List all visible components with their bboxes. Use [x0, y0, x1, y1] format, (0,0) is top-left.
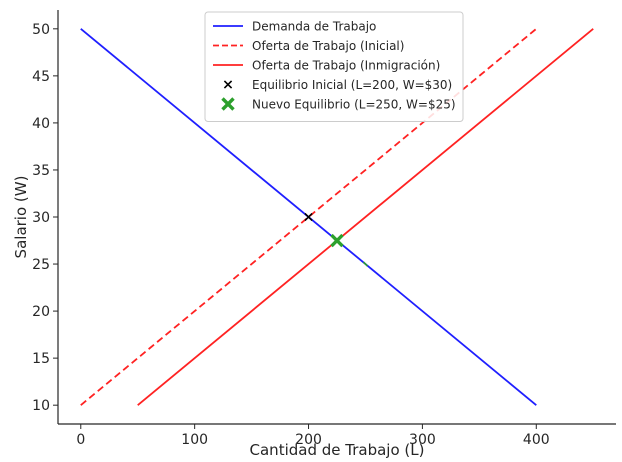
y-tick-label: 20 — [32, 304, 50, 320]
legend-label: Oferta de Trabajo (Inmigración) — [252, 59, 440, 73]
legend-entry: Oferta de Trabajo (Inicial) — [213, 39, 404, 53]
y-axis-title: Salario (W) — [12, 176, 30, 259]
legend-entry: Equilibrio Inicial (L=200, W=$30) — [223, 78, 452, 92]
legend-label: Oferta de Trabajo (Inicial) — [252, 39, 404, 53]
series-layer — [80, 28, 594, 406]
legend-marker-stroke — [223, 80, 233, 89]
legend: Demanda de Trabajo Oferta de Trabajo (Ini… — [204, 11, 464, 122]
y-tick-label: 50 — [32, 22, 50, 38]
legend-marker-stroke — [221, 97, 235, 111]
y-tick-label: 15 — [32, 351, 50, 367]
x-tick-label: 100 — [181, 432, 208, 448]
x-tick-label: 300 — [409, 432, 436, 448]
y-tick-label: 25 — [32, 257, 50, 273]
annotation-mark — [362, 261, 369, 267]
legend-marker — [221, 97, 235, 111]
y-tick-label: 35 — [32, 163, 50, 179]
x-axis-title: Cantidad de Trabajo (L) — [250, 441, 425, 459]
legend-frame — [204, 11, 464, 122]
equilibrium-point-5-stroke — [330, 233, 344, 248]
legend-label: Demanda de Trabajo — [252, 20, 376, 34]
x-tick-label: 0 — [76, 432, 85, 448]
equilibrium-point-4-stroke — [304, 212, 313, 222]
legend-marker — [223, 80, 233, 89]
equilibrium-point-5 — [330, 233, 344, 248]
legend-entry: Nuevo Equilibrio (L=250, W=$25) — [221, 97, 456, 112]
series-line-3 — [137, 28, 594, 406]
legend-label: Equilibrio Inicial (L=200, W=$30) — [252, 78, 452, 92]
y-tick-label: 40 — [32, 116, 50, 132]
x-tick-label: 400 — [523, 432, 550, 448]
axes-layer: 0 100 200 300 400 10 15 20 25 30 35 40 45 50 — [32, 10, 616, 448]
y-tick-label: 30 — [32, 210, 50, 226]
equilibrium-point-4 — [304, 212, 313, 222]
legend-label: Nuevo Equilibrio (L=250, W=$25) — [252, 98, 456, 112]
y-tick-label: 10 — [32, 398, 50, 414]
legend-entry: Demanda de Trabajo — [213, 20, 376, 34]
x-tick-label: 200 — [295, 432, 322, 448]
legend-entry: Oferta de Trabajo (Inmigración) — [213, 59, 440, 73]
y-tick-label: 45 — [32, 69, 50, 85]
